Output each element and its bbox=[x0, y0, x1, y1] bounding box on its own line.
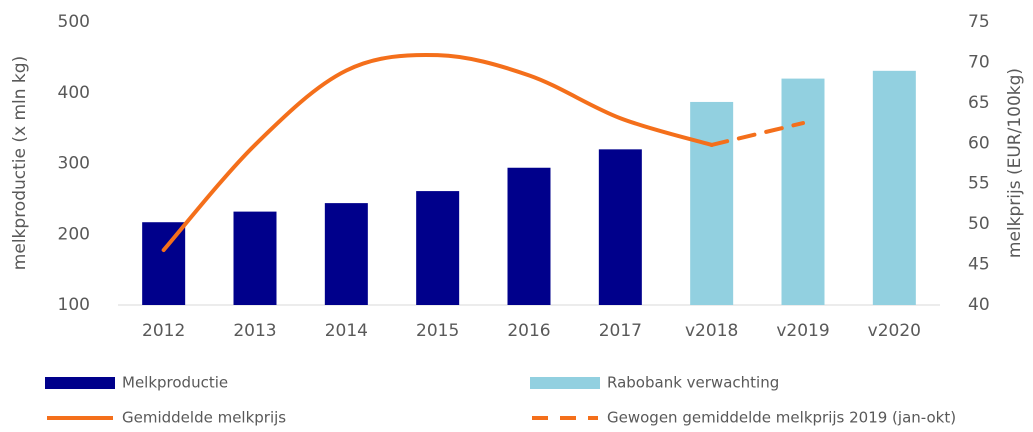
y-tick-label: 200 bbox=[58, 224, 90, 244]
y2-axis-label: melkprijs (EUR/100kg) bbox=[1005, 68, 1025, 258]
x-tick-label: v2020 bbox=[868, 321, 921, 341]
legend-label: Rabobank verwachting bbox=[607, 374, 779, 392]
y2-tick-label: 65 bbox=[968, 93, 990, 113]
line bbox=[709, 121, 805, 147]
bar bbox=[324, 203, 368, 305]
y-tick-label: 500 bbox=[58, 12, 90, 32]
line bbox=[161, 52, 714, 253]
bar bbox=[872, 70, 916, 305]
x-tick-label: 2017 bbox=[599, 321, 642, 341]
legend-label: Gewogen gemiddelde melkprijs 2019 (jan-o… bbox=[607, 409, 956, 427]
legend-label: Gemiddelde melkprijs bbox=[122, 409, 286, 427]
bar bbox=[598, 149, 642, 305]
x-tick-label: v2018 bbox=[685, 321, 738, 341]
bar bbox=[233, 211, 277, 305]
y2-tick-label: 55 bbox=[968, 174, 990, 194]
y2-tick-label: 40 bbox=[968, 295, 990, 315]
legend-label: Melkproductie bbox=[122, 374, 228, 392]
bar bbox=[690, 101, 734, 305]
bar bbox=[507, 167, 551, 305]
x-tick-label: 2016 bbox=[507, 321, 550, 341]
y-tick-label: 300 bbox=[58, 154, 90, 174]
x-tick-label: v2019 bbox=[776, 321, 829, 341]
x-tick-label: 2012 bbox=[142, 321, 185, 341]
x-tick-label: 2013 bbox=[233, 321, 276, 341]
y-tick-label: 400 bbox=[58, 83, 90, 103]
x-tick-label: 2014 bbox=[325, 321, 368, 341]
legend-swatch bbox=[45, 377, 115, 389]
legend-swatch bbox=[530, 377, 600, 389]
bar bbox=[416, 191, 460, 305]
bar bbox=[781, 78, 825, 305]
y-tick-label: 100 bbox=[58, 295, 90, 315]
y2-tick-label: 50 bbox=[968, 214, 990, 234]
y-axis-label: melkproductie (x mln kg) bbox=[10, 56, 30, 270]
y2-tick-label: 45 bbox=[968, 255, 990, 275]
y2-tick-label: 75 bbox=[968, 12, 990, 32]
y2-tick-label: 60 bbox=[968, 133, 990, 153]
x-tick-label: 2015 bbox=[416, 321, 459, 341]
y2-tick-label: 70 bbox=[968, 52, 990, 72]
